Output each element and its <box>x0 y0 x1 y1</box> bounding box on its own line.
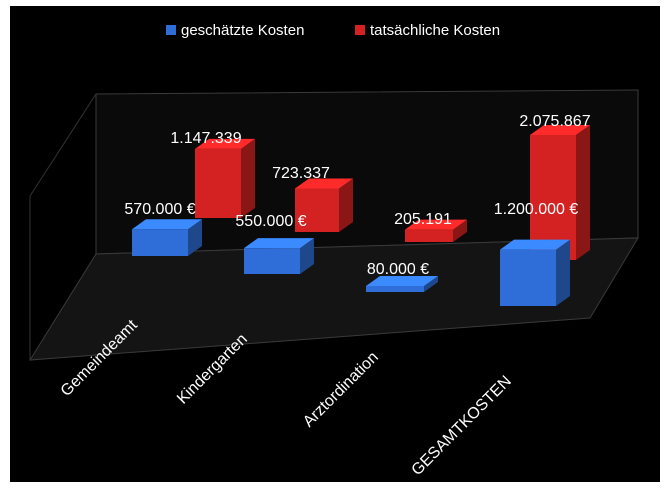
bar-actual-0 <box>195 138 255 218</box>
bar-actual-2-side <box>453 219 467 242</box>
data-label-actual-2: 205.191 <box>394 211 452 228</box>
bar-estimated-2-front <box>366 286 424 292</box>
bar-estimated-3-top <box>500 239 570 250</box>
bar-estimated-2-top <box>366 276 438 286</box>
bar-estimated-1-top <box>244 238 314 249</box>
bar-actual-0-side <box>241 138 255 218</box>
bar-estimated-3 <box>500 239 570 306</box>
bar-actual-1-top <box>295 178 353 189</box>
bar-actual-3-front <box>530 135 576 260</box>
data-label-estimated-0: 570.000 € <box>124 201 195 218</box>
bar-actual-2-front <box>405 229 453 242</box>
bar-actual-2-top <box>405 219 467 230</box>
bar-actual-0-top <box>195 138 255 149</box>
data-label-actual-1: 723.337 <box>272 165 330 182</box>
bar-estimated-1 <box>244 238 314 274</box>
bar-actual-3 <box>530 125 590 260</box>
legend-swatch-estimated <box>166 25 176 35</box>
bar-actual-2 <box>405 219 467 242</box>
data-label-actual-3: 2.075.867 <box>519 113 590 130</box>
bar-estimated-0-side <box>188 219 202 256</box>
bar-estimated-2-side <box>424 276 438 292</box>
bar-estimated-0-top <box>132 219 202 230</box>
bar-estimated-3-front <box>500 249 556 306</box>
bar-actual-1-front <box>295 188 339 232</box>
bar-estimated-1-front <box>244 248 300 274</box>
bar-actual-3-side <box>576 125 590 260</box>
bar-estimated-0 <box>132 219 202 256</box>
chart-svg: 1.147.339 723.337 205.191 2.075.867 570.000 … <box>29 22 639 479</box>
bar-estimated-2 <box>366 276 438 292</box>
category-label-2: Arztordination <box>300 349 382 431</box>
bar-actual-0-front <box>195 148 241 218</box>
chart-background: 1.147.339 723.337 205.191 2.075.867 570.000 … <box>10 6 660 482</box>
legend: geschätzte Kosten tatsächliche Kosten <box>166 22 500 39</box>
bar-estimated-3-side <box>556 239 570 306</box>
chart-floor <box>29 237 639 361</box>
data-label-actual-0: 1.147.339 <box>170 130 241 147</box>
legend-label-estimated: geschätzte Kosten <box>181 22 304 39</box>
bar-estimated-0-front <box>132 229 188 256</box>
data-label-estimated-2: 80.000 € <box>367 261 429 278</box>
data-label-estimated-1: 550.000 € <box>235 213 306 230</box>
chart-side-edge <box>29 93 97 197</box>
legend-label-actual: tatsächliche Kosten <box>370 22 500 39</box>
legend-swatch-actual <box>355 25 365 35</box>
bar-actual-1-side <box>339 178 353 232</box>
data-label-estimated-3: 1.200.000 € <box>494 201 579 218</box>
bar-estimated-1-side <box>300 238 314 274</box>
bar-actual-1 <box>295 178 353 232</box>
bar-actual-3-top <box>530 125 590 135</box>
category-label-3: GESAMTKOSTEN <box>409 373 515 479</box>
